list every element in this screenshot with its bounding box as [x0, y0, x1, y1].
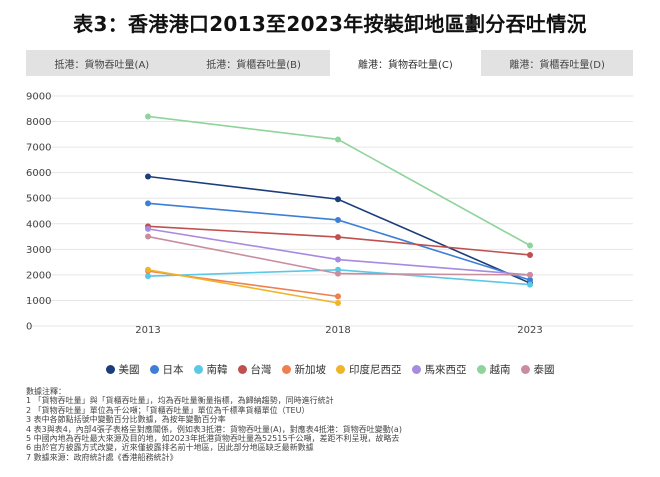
- data-point: [335, 196, 341, 203]
- legend-marker: [336, 365, 345, 374]
- y-tick-label: 5000: [26, 194, 51, 205]
- legend-label: 印度尼西亞: [349, 364, 402, 376]
- note-line: 4 表3與表4，內部4張子表格呈對應關係，例如表3抵港：貨物吞吐量(A)，對應表…: [26, 424, 402, 434]
- tab-bar: 抵港：貨物吞吐量(A) 抵港：貨櫃吞吐量(B) 離港：貨物吞吐量(C) 離港：貨…: [26, 50, 633, 76]
- data-point: [335, 234, 341, 241]
- legend-marker: [193, 365, 203, 374]
- legend-label: 台灣: [250, 364, 272, 376]
- tab-departure-container[interactable]: 離港：貨櫃吞吐量(D): [481, 50, 633, 76]
- legend-marker: [411, 365, 421, 374]
- y-tick-label: 2000: [26, 270, 51, 281]
- note-line: 5 中國內地為吞吐最大來源及目的地，如2023年抵港貨物吞吐量為52515千公噸…: [26, 434, 400, 444]
- data-point: [145, 273, 151, 280]
- legend-item[interactable]: 美國: [105, 362, 140, 377]
- x-tick-label: 2023: [517, 325, 542, 334]
- tab-label: 抵港：貨物吞吐量(A): [54, 59, 150, 71]
- tab-label: 抵港：貨櫃吞吐量(B): [206, 59, 301, 71]
- y-tick-label: 4000: [26, 219, 51, 230]
- legend-item[interactable]: 台灣: [237, 362, 272, 377]
- legend-marker: [476, 365, 486, 374]
- data-point: [335, 216, 341, 223]
- tab-label: 離港：貨櫃吞吐量(D): [509, 59, 605, 71]
- x-tick-label: 2013: [135, 325, 160, 334]
- legend-marker: [105, 365, 115, 374]
- data-point: [335, 256, 341, 263]
- y-tick-label: 3000: [26, 245, 51, 256]
- tab-arrival-container[interactable]: 抵港：貨櫃吞吐量(B): [178, 50, 330, 76]
- data-point: [145, 173, 151, 180]
- note-line: 2 「貨物吞吐量」單位為千公噸；「貨櫃吞吐量」單位為千標準貨櫃單位（TEU）: [26, 405, 310, 415]
- legend-item[interactable]: 日本: [149, 362, 184, 377]
- legend-item[interactable]: 泰國: [520, 362, 555, 377]
- tab-departure-cargo[interactable]: 離港：貨物吞吐量(C): [329, 50, 482, 76]
- legend-label: 日本: [162, 364, 184, 376]
- legend-item[interactable]: 南韓: [193, 362, 228, 377]
- note-line: 3 表中各節點括號中變動百分比數據，為按年變動百分率: [26, 415, 226, 425]
- series-line: [147, 225, 531, 256]
- legend-marker: [237, 365, 247, 374]
- tab-label: 離港：貨物吞吐量(C): [357, 59, 453, 71]
- note-line: 數據注釋：: [26, 387, 66, 396]
- chart-legend: 美國 日本 南韓 台灣 新加坡 印度尼西亞 馬來西亞 越南 泰國: [0, 362, 660, 377]
- legend-marker: [149, 365, 159, 374]
- x-tick-label: 2018: [325, 325, 350, 334]
- data-point: [145, 200, 151, 207]
- line-chart: 0 1000 2000 3000 4000 5000 6000 7000 8000 9000 201…: [26, 92, 633, 334]
- data-point: [145, 233, 151, 240]
- legend-label: 馬來西亞: [424, 364, 467, 376]
- data-point: [145, 266, 151, 273]
- data-point: [335, 270, 341, 277]
- y-tick-label: 7000: [26, 143, 51, 154]
- series-line: [147, 268, 339, 304]
- note-line: 1 「貨物吞吐量」與「貨櫃吞吐量」，均為吞吐量衡量指標，為歸納趨勢，同時進行統計: [26, 396, 334, 406]
- data-point: [335, 293, 341, 300]
- note-line: 7 數據來源：政府統計處《香港船務統計》: [26, 452, 178, 462]
- series-line: [147, 115, 531, 247]
- legend-marker: [520, 365, 530, 374]
- legend-label: 新加坡: [294, 364, 327, 376]
- data-point: [527, 271, 533, 278]
- chart-area: 0 1000 2000 3000 4000 5000 6000 7000 8000 9000 201…: [26, 76, 633, 334]
- note-line: 6 由於官方披露方式改變，近來僅披露排名前十地區，因此部分地區缺乏最新數據: [26, 443, 314, 453]
- legend-label: 南韓: [206, 364, 228, 376]
- y-tick-label: 1000: [26, 296, 51, 307]
- data-point: [335, 136, 341, 143]
- legend-marker: [281, 365, 291, 374]
- data-notes: 數據注釋： 1 「貨物吞吐量」與「貨櫃吞吐量」，均為吞吐量衡量指標，為歸納趨勢，同…: [26, 387, 636, 462]
- legend-label: 泰國: [533, 364, 555, 376]
- legend-label: 美國: [118, 364, 140, 376]
- data-point: [527, 281, 533, 288]
- data-point: [527, 251, 533, 258]
- page-title: 表3：香港港口2013至2023年按裝卸地區劃分吞吐情況: [73, 12, 587, 36]
- data-point: [527, 277, 533, 283]
- legend-item[interactable]: 印度尼西亞: [336, 362, 402, 377]
- data-point: [527, 242, 533, 249]
- data-point: [145, 225, 151, 232]
- y-tick-label: 6000: [26, 168, 51, 179]
- data-point: [335, 300, 341, 306]
- y-tick-label: 8000: [26, 117, 51, 128]
- y-tick-label: 0: [26, 322, 32, 333]
- legend-label: 越南: [489, 364, 511, 376]
- legend-item[interactable]: 新加坡: [281, 362, 327, 377]
- legend-item[interactable]: 馬來西亞: [411, 362, 467, 377]
- y-tick-label: 9000: [26, 92, 51, 103]
- tab-arrival-cargo[interactable]: 抵港：貨物吞吐量(A): [26, 50, 178, 76]
- data-point: [145, 113, 151, 120]
- legend-item[interactable]: 越南: [476, 362, 511, 377]
